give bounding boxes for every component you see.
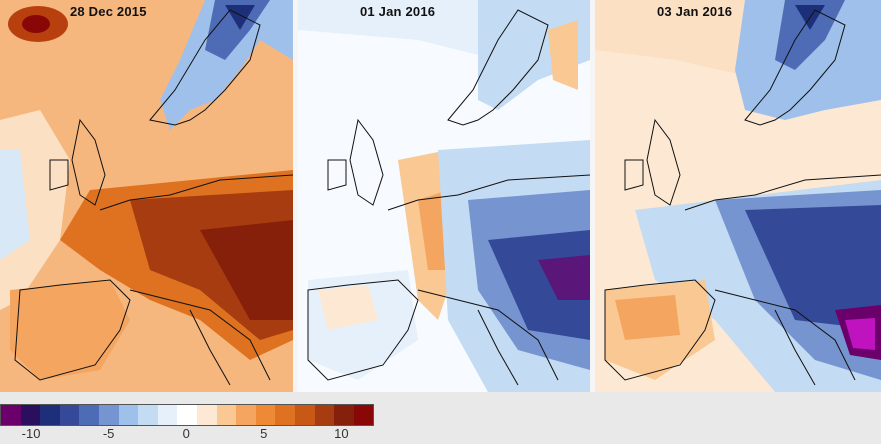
panel-separator [293, 0, 298, 392]
colorbar-swatch [138, 405, 158, 425]
map-01-jan-2016 [298, 0, 590, 392]
colorbar-tick-label: -10 [21, 426, 41, 441]
map-panel-28-dec-2015: 28 Dec 2015 [0, 0, 293, 392]
colorbar-swatch [236, 405, 256, 425]
panel-separator [590, 0, 595, 392]
map-panel-01-jan-2016: 01 Jan 2016 [298, 0, 590, 392]
colorbar-swatch [177, 405, 197, 425]
colorbar-swatch [118, 405, 139, 425]
colorbar-swatch [20, 405, 41, 425]
colorbar-swatch [353, 405, 374, 425]
colorbar-swatch [40, 405, 60, 425]
panel-date-label: 03 Jan 2016 [657, 4, 733, 19]
colorbar-tick-label: 5 [260, 426, 268, 441]
panel-date-label: 01 Jan 2016 [360, 4, 436, 19]
colorbar-tick-label: -5 [102, 426, 115, 441]
colorbar-swatch [157, 405, 178, 425]
colorbar-swatch [98, 405, 119, 425]
colorbar-swatch [334, 405, 354, 425]
colorbar-tick-label: 10 [334, 426, 349, 441]
map-28-dec-2015 [0, 0, 293, 392]
colorbar-legend [0, 404, 375, 426]
colorbar-swatch [275, 405, 295, 425]
colorbar-swatch [196, 405, 217, 425]
colorbar-swatch [255, 405, 276, 425]
colorbar-swatch [1, 405, 21, 425]
colorbar-swatch [294, 405, 315, 425]
colorbar-swatch [79, 405, 99, 425]
colorbar-swatch [314, 405, 335, 425]
map-03-jan-2016 [595, 0, 881, 392]
map-panel-03-jan-2016: 03 Jan 2016 [595, 0, 881, 392]
colorbar-tick-label: 0 [182, 426, 190, 441]
colorbar-swatch [216, 405, 237, 425]
colorbar-swatch [59, 405, 80, 425]
panel-date-label: 28 Dec 2015 [70, 4, 147, 19]
map-panels: 28 Dec 2015 [0, 0, 881, 392]
